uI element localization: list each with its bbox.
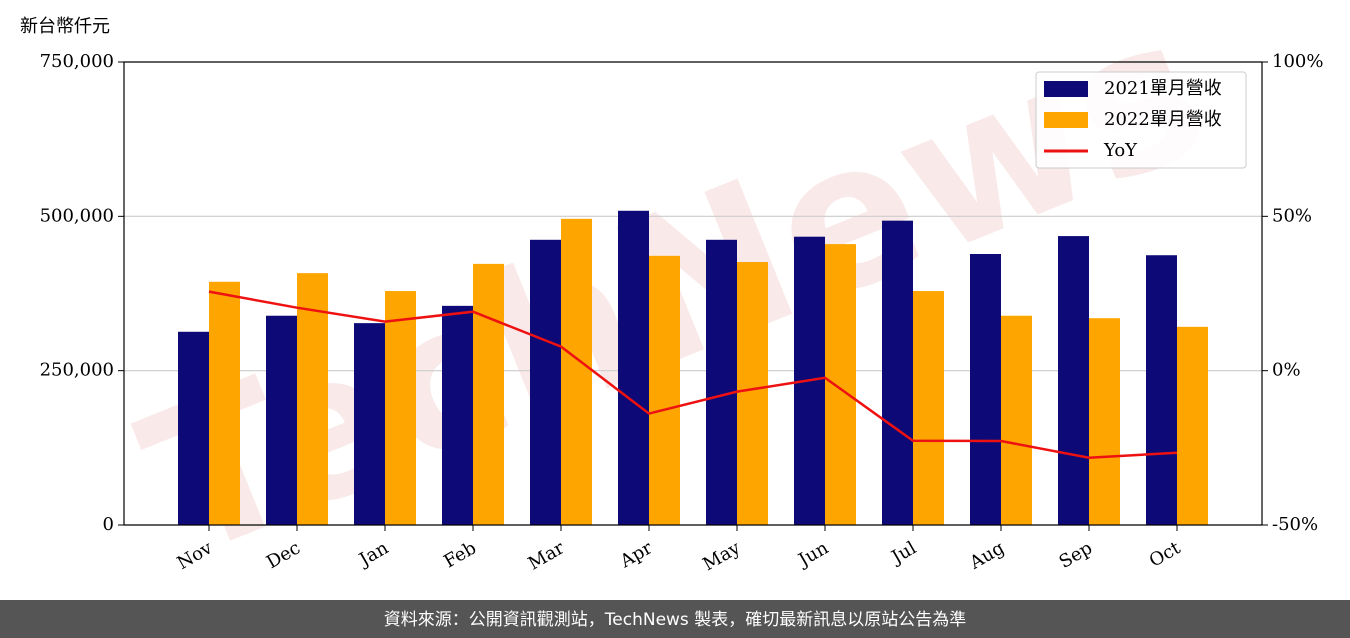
bar — [178, 331, 210, 525]
y-tick-label: 750,000 — [40, 51, 114, 72]
bar — [1057, 236, 1089, 525]
legend-label: 2022單月營收 — [1104, 109, 1222, 130]
y2-tick-label: 100% — [1272, 51, 1323, 72]
bar — [561, 218, 593, 525]
y-tick-label: 0 — [103, 514, 114, 535]
bar — [1000, 315, 1032, 525]
bar — [618, 210, 650, 525]
bar — [385, 291, 417, 525]
bar — [354, 323, 386, 525]
x-tick-label: Oct — [1146, 537, 1185, 572]
legend-label: YoY — [1103, 140, 1138, 161]
legend-label: 2021單月營收 — [1104, 78, 1222, 99]
bar — [824, 244, 856, 525]
legend-box — [1035, 71, 1247, 169]
bar — [209, 281, 241, 525]
footer: 資料來源：公開資訊觀測站，TechNews 製表，確切最新訊息以原站公告為準 — [384, 610, 966, 630]
y-tick-label: 250,000 — [40, 360, 114, 381]
bar — [473, 263, 505, 525]
x-tick-label: Sep — [1056, 537, 1096, 572]
bar — [912, 291, 944, 525]
yoy-line — [208, 290, 1178, 459]
bar — [736, 262, 768, 525]
footer-band — [0, 600, 1350, 638]
y2-tick-label: 0% — [1272, 360, 1301, 381]
x-tick-label: Apr — [616, 537, 656, 572]
x-tick-label: Jun — [793, 537, 832, 572]
bar — [297, 273, 329, 525]
bar — [1145, 255, 1177, 525]
bar — [969, 253, 1001, 525]
y-axis-unit: 新台幣仟元 — [20, 16, 110, 37]
x-tick-label: Jul — [886, 537, 920, 569]
x-tick-label: Mar — [525, 537, 569, 574]
x-tick-label: Jan — [354, 537, 392, 571]
bar — [1176, 326, 1208, 525]
x-tick-label: Aug — [965, 537, 1008, 574]
bar — [1088, 318, 1120, 525]
plot-frame — [123, 61, 1263, 526]
x-tick-label: Feb — [440, 537, 480, 572]
bar — [881, 220, 913, 525]
legend-swatch — [1044, 81, 1088, 97]
bar — [266, 315, 298, 525]
bar — [705, 239, 737, 526]
y2-tick-label: -50% — [1272, 514, 1318, 535]
y-tick-label: 500,000 — [40, 205, 114, 226]
bar — [442, 305, 474, 525]
y2-tick-label: 50% — [1272, 205, 1312, 226]
x-tick-label: May — [699, 537, 744, 575]
legend-swatch — [1044, 112, 1088, 128]
bar — [649, 255, 681, 526]
bar — [530, 239, 562, 526]
